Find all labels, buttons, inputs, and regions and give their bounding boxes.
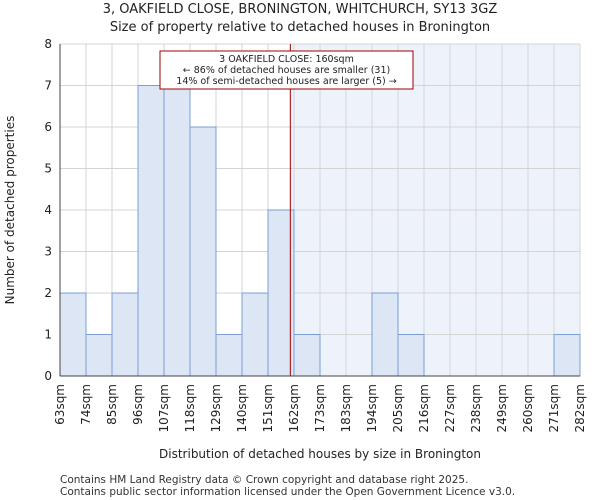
y-axis-label: Number of detached properties [3, 116, 17, 305]
bar [137, 85, 165, 377]
bar [371, 292, 399, 377]
x-tick-label: 63sqm [53, 384, 67, 425]
x-tick-label: 183sqm [339, 384, 353, 432]
x-tick-label: 107sqm [157, 384, 171, 432]
x-tick-label: 238sqm [469, 384, 483, 432]
x-tick-label: 118sqm [183, 384, 197, 432]
x-tick-label: 151sqm [261, 384, 275, 432]
x-tick-label: 129sqm [209, 384, 223, 432]
x-tick-label: 260sqm [521, 384, 535, 432]
y-tick-label: 8 [44, 37, 52, 51]
x-tick-label: 194sqm [365, 384, 379, 432]
x-tick-label: 227sqm [443, 384, 457, 432]
chart-title: 3, OAKFIELD CLOSE, BRONINGTON, WHITCHURC… [102, 2, 498, 17]
annotation-box [159, 50, 414, 90]
bar [111, 292, 139, 377]
bar [163, 85, 191, 377]
x-tick-label: 74sqm [79, 384, 93, 425]
x-tick-label: 205sqm [391, 384, 405, 432]
y-tick-label: 2 [44, 286, 52, 300]
annotation-line-3: 14% of semi-detached houses are larger (… [176, 76, 396, 87]
footer-line-1: Contains HM Land Registry data © Crown c… [60, 474, 469, 486]
y-tick-label: 7 [44, 79, 52, 93]
annotation-line-1: 3 OAKFIELD CLOSE: 160sqm [219, 54, 354, 65]
y-tick-label: 5 [44, 162, 52, 176]
chart-subtitle: Size of property relative to detached ho… [109, 20, 491, 35]
x-tick-label: 173sqm [313, 384, 327, 432]
x-tick-label: 216sqm [417, 384, 431, 432]
x-tick-label: 162sqm [287, 384, 301, 432]
y-tick-label: 3 [44, 245, 52, 259]
x-tick-label: 96sqm [131, 384, 145, 425]
bar [85, 334, 113, 377]
y-tick-label: 4 [44, 203, 52, 217]
x-tick-label: 140sqm [235, 384, 249, 432]
y-tick-label: 0 [44, 369, 52, 383]
footer-line-2: Contains public sector information licen… [60, 486, 516, 498]
bar [59, 292, 87, 377]
bar [293, 334, 321, 377]
x-axis-label: Distribution of detached houses by size … [159, 447, 481, 461]
x-tick-label: 282sqm [573, 384, 587, 432]
y-tick-label: 1 [44, 328, 52, 342]
y-tick-label: 6 [44, 120, 52, 134]
x-tick-label: 85sqm [105, 384, 119, 425]
annotation-line-2: ← 86% of detached houses are smaller (31… [183, 65, 390, 76]
bar [215, 334, 243, 377]
x-tick-label: 271sqm [547, 384, 561, 432]
bar [267, 209, 295, 377]
bar [553, 334, 581, 377]
bar [397, 334, 425, 377]
x-tick-label: 249sqm [495, 384, 509, 432]
bar [241, 292, 269, 377]
bar [189, 126, 217, 377]
